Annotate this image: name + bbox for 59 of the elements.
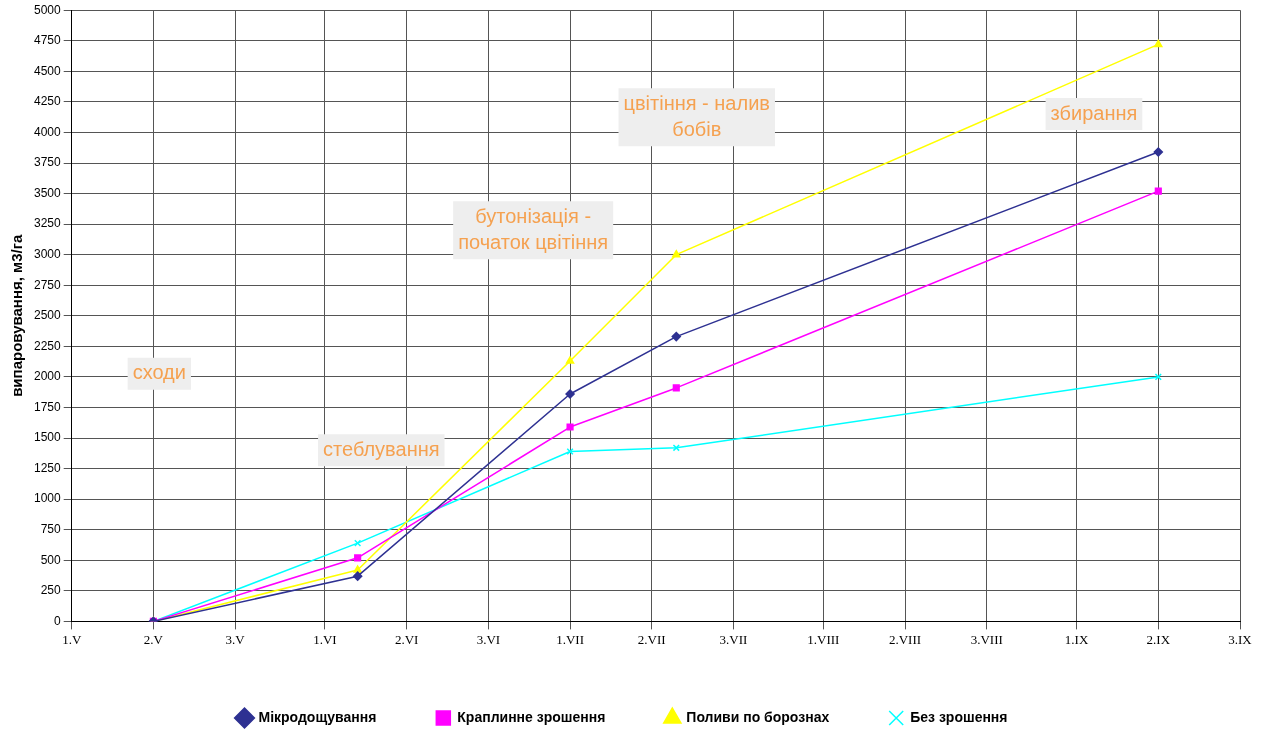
x-tick-label: 2.IX xyxy=(1146,631,1171,647)
legend-label: Краплинне зрошення xyxy=(457,708,606,725)
y-tick-label: 1000 xyxy=(33,491,62,506)
x-tick-label: 3.IX xyxy=(1228,631,1253,647)
point xyxy=(565,389,575,399)
point xyxy=(1154,39,1163,48)
annotation: цвітіння - налив бобів xyxy=(623,91,770,140)
annotation: стеблування xyxy=(323,437,440,460)
y-tick-label: 500 xyxy=(40,552,62,567)
y-tick-label: 2000 xyxy=(33,369,62,384)
legend-label: Без зрошення xyxy=(910,708,1008,725)
y-tick-label: 2250 xyxy=(33,338,62,353)
point xyxy=(352,571,363,581)
y-tick-label: 5000 xyxy=(33,2,62,17)
y-tick-label: 1250 xyxy=(33,460,62,475)
y-tick-label: 2500 xyxy=(33,308,62,323)
y-tick-label: 3250 xyxy=(33,216,62,231)
point xyxy=(566,447,574,456)
x-tick-label: 2.VIII xyxy=(888,631,922,647)
y-tick-label: 1750 xyxy=(33,399,62,414)
x-tick-label: 2.V xyxy=(143,631,164,647)
annotation: збирання xyxy=(1050,101,1138,124)
x-tick-label: 1.V xyxy=(62,631,82,647)
y-tick-label: 4500 xyxy=(33,63,62,78)
y-tick-label: 4750 xyxy=(33,33,62,48)
x-tick-label: 3.VII xyxy=(719,631,748,647)
y-tick-label: 4000 xyxy=(33,124,62,139)
y-tick-label: 3500 xyxy=(33,185,62,200)
y-tick-label: 250 xyxy=(40,583,62,598)
annotation: бутонізація - початок цвітіння xyxy=(458,204,609,253)
x-tick-label: 3.V xyxy=(225,631,246,647)
y-tick-label: 750 xyxy=(40,522,62,537)
y-tick-label: 1500 xyxy=(33,430,62,445)
point xyxy=(671,331,682,342)
y-tick-label: 2750 xyxy=(33,277,62,292)
legend-label: Поливи по борознах xyxy=(686,708,830,725)
point xyxy=(566,423,574,431)
x-tick-label: 1.VI xyxy=(313,631,337,647)
x-tick-label: 3.VI xyxy=(476,631,501,647)
x-tick-label: 2.VII xyxy=(637,631,666,647)
annotation: сходи xyxy=(132,361,186,384)
x-tick-label: 1.IX xyxy=(1064,631,1089,647)
x-tick-label: 3.VIII xyxy=(970,631,1003,647)
x-tick-label: 2.VI xyxy=(394,631,419,647)
y-tick-label: 3000 xyxy=(33,246,62,261)
y-tick-label: 0 xyxy=(54,613,62,628)
point xyxy=(1153,147,1164,157)
point xyxy=(353,565,362,573)
y-tick-label: 3750 xyxy=(33,155,62,170)
point xyxy=(354,554,362,562)
point xyxy=(672,384,680,392)
x-tick-label: 1.VIII xyxy=(807,631,840,647)
x-tick-label: 1.VII xyxy=(556,631,584,647)
legend-label: Мікродощування xyxy=(258,708,377,725)
point xyxy=(565,356,575,364)
y-axis-title: випаровування, м3/га xyxy=(8,234,26,397)
y-tick-label: 4250 xyxy=(33,94,62,109)
point xyxy=(1154,187,1162,195)
point xyxy=(672,249,681,258)
